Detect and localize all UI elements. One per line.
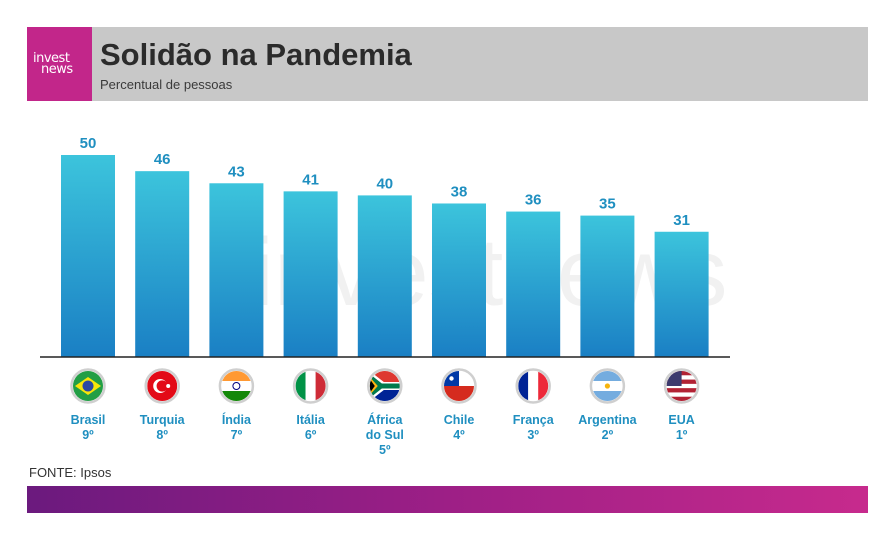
value-label-1: 50 <box>80 135 97 152</box>
bottom-accent-bar <box>27 486 868 513</box>
france-flag-icon <box>515 368 551 404</box>
value-label-5: 40 <box>376 175 393 192</box>
bar-1 <box>61 155 115 357</box>
usa-flag-icon <box>663 368 700 404</box>
category-label-8: Argentina 2º <box>578 413 637 442</box>
argentina-flag-icon <box>589 368 626 404</box>
brazil-flag-icon <box>70 368 106 404</box>
source-note: FONTE: Ipsos <box>29 465 112 480</box>
category-label-1: Brasil 9º <box>71 413 106 442</box>
bar-8 <box>580 215 635 357</box>
bar-3 <box>209 183 264 357</box>
bar-5 <box>357 195 412 357</box>
category-label-2: Turquia 8º <box>140 413 186 442</box>
bar-4 <box>283 191 338 357</box>
investnews-logo: invest news <box>27 27 92 101</box>
value-label-3: 43 <box>228 163 245 180</box>
value-label-2: 46 <box>154 151 171 168</box>
south-africa-flag-icon <box>367 368 403 404</box>
chart-title: Solidão na Pandemia <box>100 37 412 72</box>
bar-9 <box>654 231 709 357</box>
header: invest news Solidão na Pandemia Percentu… <box>27 27 868 101</box>
bar-6 <box>432 203 486 357</box>
value-label-8: 35 <box>599 196 616 213</box>
logo-line1: invest <box>33 51 70 66</box>
chile-flag-icon <box>441 368 477 404</box>
value-label-6: 38 <box>451 183 468 200</box>
india-flag-icon <box>218 368 255 404</box>
italy-flag-icon <box>292 368 329 404</box>
value-label-4: 41 <box>302 171 319 188</box>
bar-2 <box>135 171 190 357</box>
bar-7 <box>506 211 561 357</box>
category-label-4: Itália 6º <box>296 413 326 442</box>
category-label-7: França 3º <box>513 413 555 442</box>
logo-line2: news <box>41 62 73 77</box>
chart-subtitle: Percentual de pessoas <box>100 77 233 92</box>
category-label-5: África do Sul 5º <box>366 412 404 457</box>
category-label-3: Índia 7º <box>222 412 252 442</box>
category-label-9: EUA 1º <box>668 413 694 442</box>
turkey-flag-icon <box>144 368 180 404</box>
value-label-7: 36 <box>525 192 542 209</box>
category-label-6: Chile 4º <box>444 413 475 442</box>
value-label-9: 31 <box>673 212 690 229</box>
